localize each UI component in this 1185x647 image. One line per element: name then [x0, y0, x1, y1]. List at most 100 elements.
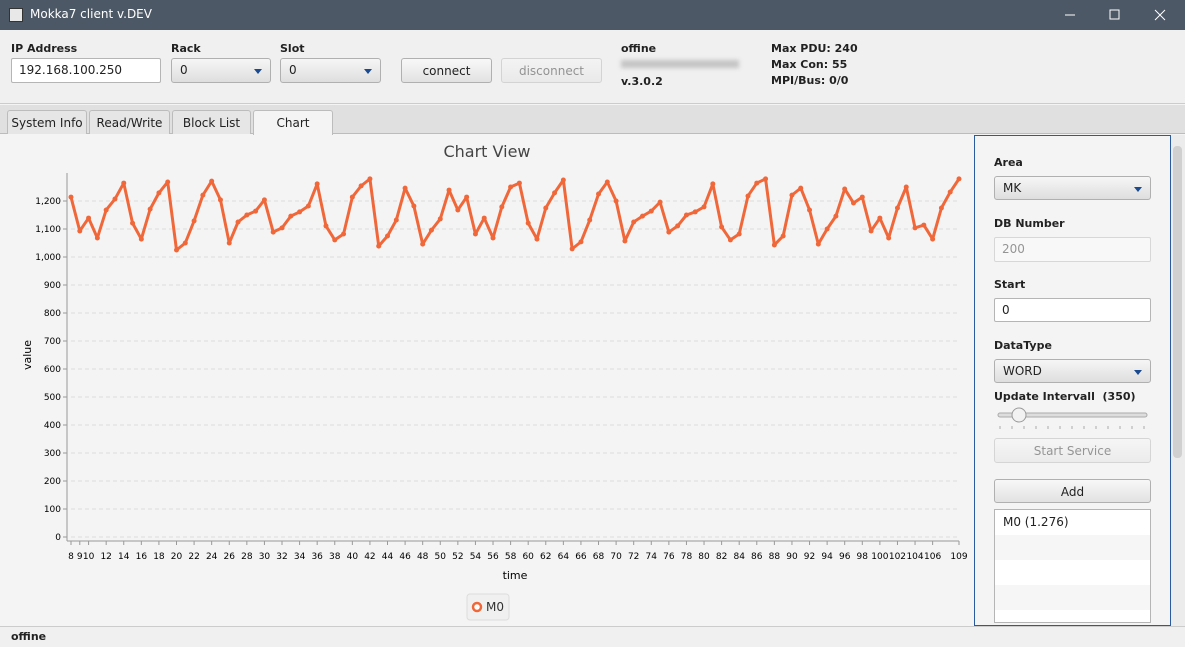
data-point	[165, 179, 171, 185]
ip-input[interactable]: 192.168.100.250	[11, 58, 161, 83]
status-text: offine	[11, 630, 47, 643]
type-combo[interactable]: WORD	[994, 359, 1151, 383]
window-controls[interactable]	[1050, 0, 1185, 30]
data-point	[859, 194, 865, 200]
x-tick-label: 60	[522, 552, 534, 562]
data-point	[428, 227, 434, 233]
tab[interactable]: Block List	[172, 110, 251, 134]
data-point	[780, 233, 786, 239]
data-point	[692, 209, 698, 215]
data-point	[455, 207, 461, 213]
tab[interactable]: System Info	[7, 110, 87, 134]
version: v.3.0.2	[621, 75, 663, 88]
chart: Chart View value time 0 100 200 300 400 500 600 70…	[21, 142, 968, 621]
tab[interactable]: Read/Write	[89, 110, 170, 134]
slot-combo[interactable]: 0	[280, 58, 381, 83]
x-tick-label: 62	[540, 552, 551, 562]
data-point	[657, 199, 663, 205]
data-point	[270, 229, 276, 235]
interval-slider[interactable]	[994, 406, 1151, 430]
scroll-thumb[interactable]	[1173, 146, 1182, 458]
data-point	[481, 215, 487, 221]
data-point	[552, 190, 558, 196]
data-point	[209, 178, 215, 184]
legend	[466, 593, 510, 621]
db-input[interactable]: 200	[994, 237, 1151, 262]
data-point	[86, 215, 92, 221]
info: Max Con: 55	[771, 58, 848, 71]
data-point	[815, 241, 821, 247]
data-point	[385, 233, 391, 239]
data-point	[261, 197, 267, 203]
connect-button[interactable]: connect	[401, 58, 492, 83]
x-tick-label: 68	[593, 552, 605, 562]
data-point	[516, 180, 522, 186]
data-point	[622, 238, 628, 244]
data-point	[77, 228, 83, 234]
data-point	[736, 231, 742, 237]
data-point	[156, 190, 162, 196]
data-point	[789, 192, 795, 198]
x-tick-label: 52	[452, 552, 463, 562]
x-tick-label: 106	[924, 552, 941, 562]
add-button[interactable]: Add	[994, 479, 1151, 503]
start-service-button[interactable]: Start Service	[994, 438, 1151, 463]
data-point	[235, 219, 241, 225]
data-point	[683, 212, 689, 218]
label: Area	[994, 156, 1023, 169]
start-input[interactable]: 0	[994, 298, 1151, 322]
x-tick-label: 78	[681, 552, 693, 562]
data-point	[402, 185, 408, 191]
y-tick-label: 1,200	[35, 197, 61, 207]
info: Max PDU: 240	[771, 42, 858, 55]
list-item[interactable]: M0 (1.276)	[1003, 515, 1069, 529]
x-tick-label: 48	[417, 552, 429, 562]
x-tick-label: 58	[505, 552, 517, 562]
data-point	[534, 236, 540, 242]
x-tick-label: 32	[276, 552, 287, 562]
slider-thumb[interactable]	[1011, 407, 1027, 423]
data-point	[771, 242, 777, 248]
data-point	[719, 224, 725, 230]
data-point	[850, 200, 856, 206]
data-point	[921, 222, 927, 228]
legend-marker	[471, 601, 483, 613]
data-point	[833, 213, 839, 219]
data-point	[578, 239, 584, 245]
area-combo[interactable]: MK	[994, 176, 1151, 200]
data-point	[314, 181, 320, 187]
data-point	[94, 235, 100, 241]
label: Slot	[280, 42, 305, 55]
data-point	[182, 240, 188, 246]
tab-selected[interactable]: Chart	[253, 110, 333, 135]
close[interactable]	[1154, 9, 1166, 21]
x-tick-label: 109	[950, 552, 967, 562]
x-tick-label: 92	[804, 552, 815, 562]
data-point	[341, 231, 347, 237]
x-tick-label: 20	[171, 552, 183, 562]
x-tick-label: 102	[889, 552, 906, 562]
data-point	[112, 196, 118, 202]
x-tick-label: 64	[558, 552, 570, 562]
x-tick-label: 9	[77, 552, 83, 562]
x-tick-label: 72	[628, 552, 639, 562]
x-tick-label: 14	[118, 552, 130, 562]
maximize[interactable]	[1109, 9, 1120, 20]
disconnect-button[interactable]: disconnect	[501, 58, 602, 83]
x-tick-label: 38	[329, 552, 341, 562]
status: offine	[621, 42, 657, 55]
x-tick-label: 44	[382, 552, 394, 562]
x-tick-label: 98	[857, 552, 869, 562]
label: Start	[994, 278, 1026, 291]
title-bar	[0, 0, 1185, 30]
data-point	[130, 220, 136, 226]
rack-combo[interactable]: 0	[171, 58, 271, 83]
x-tick-label: 34	[294, 552, 306, 562]
y-tick-label: 100	[44, 505, 61, 515]
label: DataType	[994, 339, 1052, 352]
data-point	[446, 187, 452, 193]
data-point	[903, 184, 909, 190]
chart-title: Chart View	[443, 142, 530, 161]
data-point	[604, 179, 610, 185]
